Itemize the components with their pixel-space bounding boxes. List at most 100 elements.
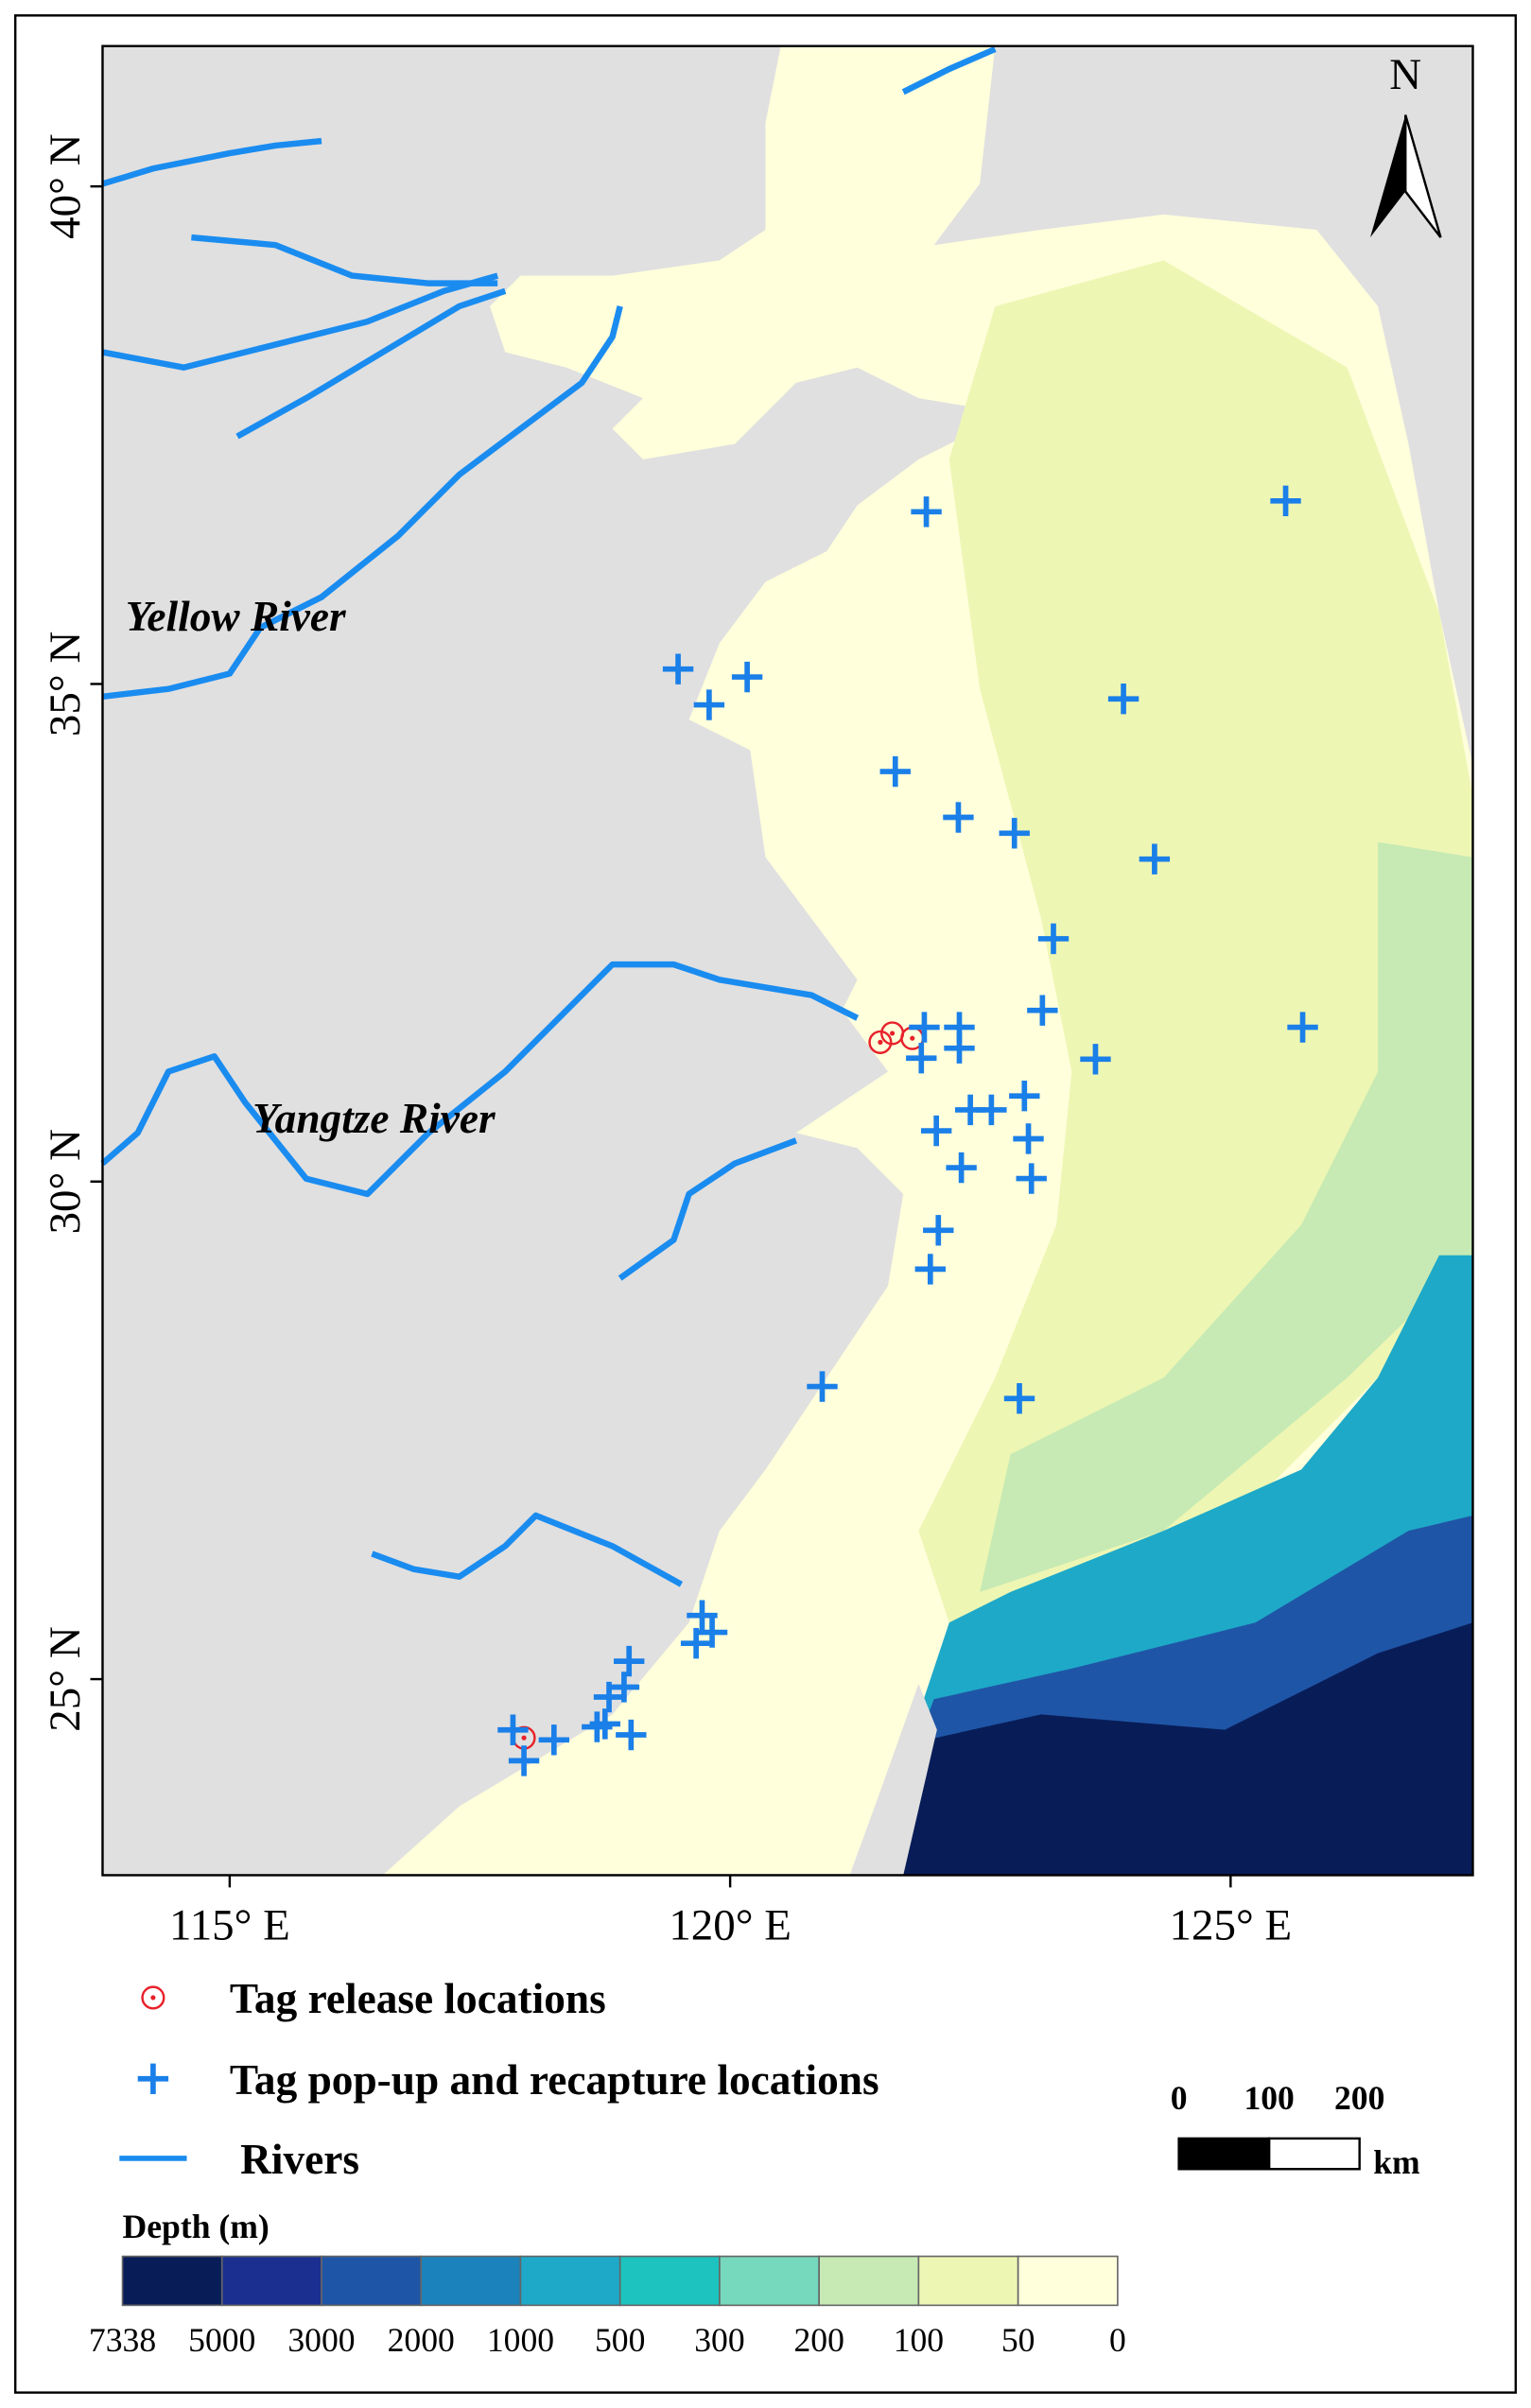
river-label: Yellow River <box>126 593 346 640</box>
recapture-marker <box>614 1645 645 1677</box>
depth-swatch <box>519 2255 621 2307</box>
y-tick-label: 40° N <box>41 133 90 238</box>
depth-tick-label: 0 <box>1109 2321 1126 2359</box>
recapture-marker <box>879 755 911 788</box>
north-arrow-right <box>1404 114 1442 238</box>
x-tick-label: 120° E <box>669 1900 792 1949</box>
recapture-marker <box>497 1714 529 1745</box>
depth-swatch <box>1017 2255 1119 2307</box>
recapture-marker <box>943 802 974 833</box>
scale-unit: km <box>1373 2143 1420 2181</box>
y-tick-label: 25° N <box>41 1626 90 1731</box>
recapture-marker <box>944 1032 975 1064</box>
depth-tick-label: 1000 <box>487 2321 554 2359</box>
x-tick-label: 125° E <box>1170 1900 1293 1949</box>
river <box>371 1512 684 1587</box>
sea-100-200 <box>980 841 1473 1592</box>
release-marker <box>141 1985 165 2010</box>
recapture-marker <box>923 1215 954 1246</box>
legend-label: Tag pop-up and recapture locations <box>230 2056 879 2104</box>
recapture-marker <box>1013 1123 1044 1154</box>
yangtze-river <box>100 961 860 1198</box>
yellow-river <box>102 305 623 701</box>
recapture-marker <box>137 2063 169 2094</box>
recapture-marker <box>976 1094 1007 1126</box>
depth-tick-label: 500 <box>595 2321 645 2359</box>
recapture-marker <box>538 1724 570 1756</box>
release-dot <box>878 1039 883 1045</box>
recapture-marker <box>680 1627 712 1659</box>
release-dot <box>150 1995 156 2001</box>
recapture-marker <box>1287 1012 1318 1043</box>
recapture-marker <box>616 1719 647 1751</box>
legend-label: Rivers <box>240 2136 359 2183</box>
recapture-marker <box>1009 1081 1040 1112</box>
release-ring <box>868 1030 893 1054</box>
recapture-marker <box>662 653 694 684</box>
river <box>101 137 322 187</box>
recapture-marker <box>906 1043 937 1074</box>
release-dot <box>910 1035 915 1041</box>
depth-swatch <box>321 2255 423 2307</box>
depth-tick-label: 100 <box>894 2321 944 2359</box>
river <box>618 1137 798 1281</box>
depth-tick-label: 50 <box>1001 2321 1035 2359</box>
depth-tick-label: 300 <box>694 2321 744 2359</box>
recapture-marker <box>946 1152 977 1184</box>
recapture-marker <box>807 1371 838 1402</box>
depth-tick-label: 2000 <box>388 2321 455 2359</box>
river-label: Yangtze River <box>252 1095 496 1142</box>
depth-swatch <box>121 2255 223 2307</box>
scale-segment <box>1177 2137 1271 2171</box>
scale-segment <box>1267 2137 1361 2171</box>
recapture-marker <box>731 661 763 693</box>
recapture-marker <box>1037 923 1070 955</box>
recapture-marker <box>1016 1163 1047 1194</box>
recapture-marker <box>914 1254 946 1285</box>
north-label: N <box>1389 50 1421 99</box>
recapture-marker <box>1003 1383 1035 1414</box>
y-tick-label: 30° N <box>41 1129 90 1234</box>
recapture-marker <box>693 689 725 720</box>
taiwan <box>849 1684 937 1876</box>
release-marker <box>868 1030 893 1054</box>
depth-tick-label: 7338 <box>89 2321 156 2359</box>
scale-tick-label: 200 <box>1334 2079 1384 2117</box>
legend-entry: Tag release locations <box>141 1975 606 2022</box>
release-dot <box>889 1031 896 1036</box>
recapture-marker <box>582 1711 613 1742</box>
legend-label: Tag release locations <box>230 1975 606 2022</box>
recapture-marker <box>999 818 1030 849</box>
rivers <box>100 45 997 1587</box>
depth-tick-label: 5000 <box>188 2321 255 2359</box>
depth-swatch <box>420 2255 522 2307</box>
series-plus <box>497 485 1318 1776</box>
recapture-marker <box>920 1115 952 1147</box>
recapture-marker <box>1080 1044 1111 1075</box>
release-dot <box>521 1735 527 1741</box>
y-tick-label: 35° N <box>41 632 90 736</box>
basemap <box>100 44 1474 1877</box>
river <box>235 287 507 440</box>
depth-swatch <box>917 2255 1019 2307</box>
depth-swatch <box>618 2255 721 2307</box>
depth-swatch <box>220 2255 322 2307</box>
recapture-marker <box>1270 485 1301 516</box>
recapture-marker <box>696 1617 728 1648</box>
depth-swatch <box>818 2255 920 2307</box>
river <box>101 272 499 371</box>
recapture-marker <box>593 1681 625 1713</box>
recapture-marker <box>1027 995 1058 1026</box>
recapture-marker <box>1139 843 1171 875</box>
legend-entry: Tag pop-up and recapture locations <box>137 2056 879 2104</box>
x-tick-label: 115° E <box>169 1900 290 1949</box>
recapture-marker <box>909 1012 940 1043</box>
sea-deepest <box>888 1622 1473 1876</box>
depth-tick-label: 3000 <box>287 2321 355 2359</box>
legend-entry: Rivers <box>119 2136 359 2183</box>
river <box>901 45 997 95</box>
recapture-marker <box>1107 684 1140 715</box>
recapture-marker <box>911 496 942 528</box>
